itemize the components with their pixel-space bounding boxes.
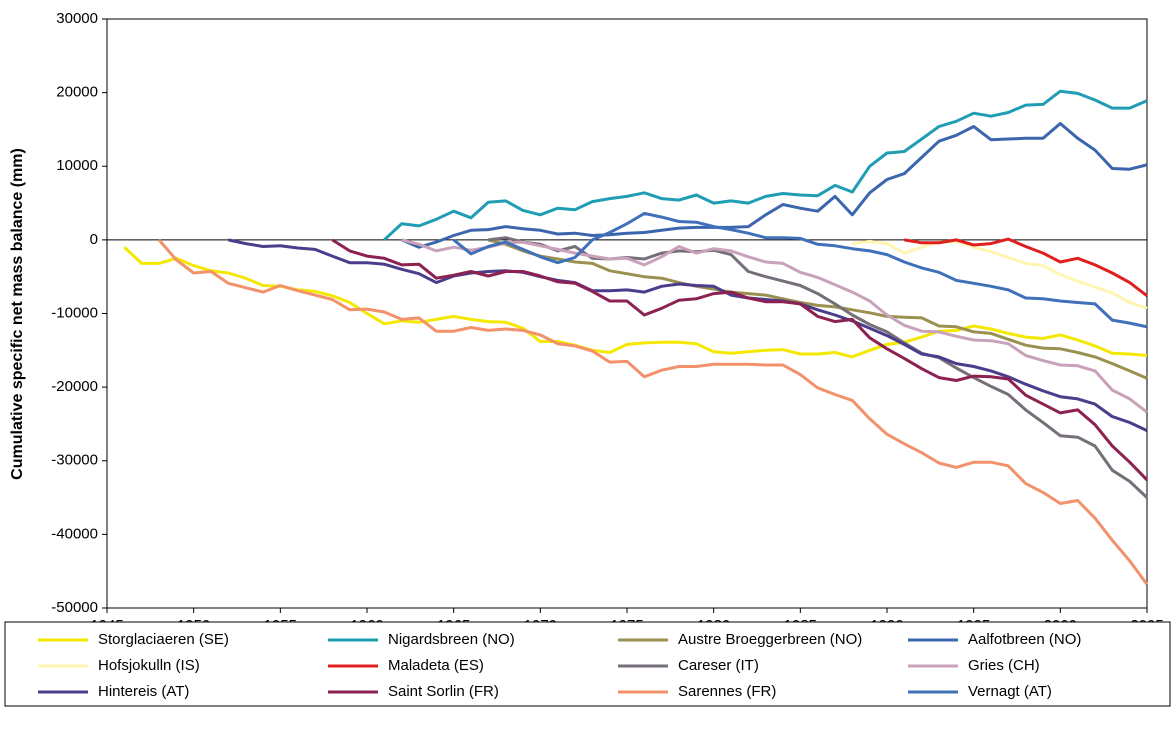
legend-label: Saint Sorlin (FR)	[388, 683, 499, 700]
y-tick-label: -10000	[51, 304, 98, 321]
series-line	[401, 238, 1148, 414]
legend-label: Hintereis (AT)	[98, 683, 189, 700]
legend-label: Nigardsbreen (NO)	[388, 631, 515, 648]
y-tick-label: 20000	[56, 84, 98, 101]
series-line	[852, 239, 1148, 310]
y-tick-label: -50000	[51, 599, 98, 616]
y-tick-label: -30000	[51, 452, 98, 469]
series-line	[383, 89, 1148, 241]
legend-label: Maladeta (ES)	[388, 657, 484, 674]
series-line	[401, 122, 1148, 249]
legend-label: Aalfotbreen (NO)	[968, 631, 1081, 648]
y-tick-label: 10000	[56, 157, 98, 174]
y-tick-label: 0	[90, 231, 98, 248]
legend-label: Storglaciaeren (SE)	[98, 631, 229, 648]
series-line	[452, 211, 1148, 329]
legend-label: Vernagt (AT)	[968, 683, 1052, 700]
series-line	[227, 238, 1148, 432]
legend-label: Sarennes (FR)	[678, 683, 776, 700]
legend-label: Gries (CH)	[968, 657, 1040, 674]
y-tick-label: -40000	[51, 525, 98, 542]
series-line	[331, 238, 1149, 481]
legend-box	[4, 621, 1171, 707]
legend-label: Austre Broeggerbreen (NO)	[678, 631, 862, 648]
legend-label: Careser (IT)	[678, 657, 759, 674]
legend-label: Hofsjokulln (IS)	[98, 657, 200, 674]
series-line	[904, 237, 1148, 297]
plot-area	[106, 18, 1148, 609]
y-axis-label: Cumulative specific net mass balance (mm…	[9, 148, 26, 480]
series-line	[157, 238, 1149, 586]
series-line	[487, 238, 1148, 380]
y-tick-label: -20000	[51, 378, 98, 395]
y-tick-label: 30000	[56, 10, 98, 27]
